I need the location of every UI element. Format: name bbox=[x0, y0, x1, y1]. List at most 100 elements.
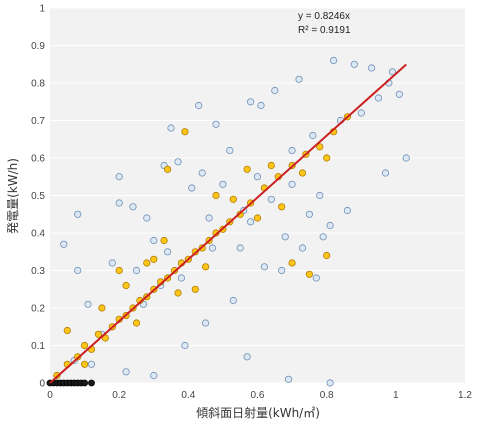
data-point-blue bbox=[395, 90, 403, 98]
data-point-yellow bbox=[63, 326, 71, 335]
data-point-blue bbox=[87, 360, 96, 368]
data-point-yellow bbox=[243, 165, 251, 173]
data-point-blue bbox=[188, 184, 196, 192]
data-point-blue bbox=[271, 86, 279, 95]
data-point-blue bbox=[305, 210, 313, 218]
data-point-yellow bbox=[323, 154, 331, 162]
data-point-yellow bbox=[115, 266, 123, 275]
data-point-blue bbox=[312, 274, 320, 282]
data-point-blue bbox=[129, 203, 137, 211]
data-point-yellow bbox=[253, 214, 262, 222]
data-point-blue bbox=[374, 94, 383, 102]
data-point-blue bbox=[150, 371, 158, 380]
data-point-yellow bbox=[98, 304, 106, 312]
data-point-blue bbox=[236, 244, 244, 252]
data-point-yellow bbox=[150, 255, 158, 263]
data-point-yellow bbox=[298, 169, 307, 177]
data-point-blue bbox=[208, 244, 217, 252]
data-point-black bbox=[81, 379, 88, 387]
x-tick-labels: 0 0.2 0.4 0.6 0.8 1 1.2 bbox=[47, 390, 472, 401]
data-point-blue bbox=[267, 195, 275, 203]
data-point-blue bbox=[319, 233, 327, 241]
data-point-blue bbox=[229, 296, 237, 305]
data-point-yellow bbox=[316, 143, 324, 151]
data-point-blue bbox=[164, 248, 172, 256]
data-point-blue bbox=[281, 233, 289, 241]
data-point-blue bbox=[402, 154, 410, 162]
y-tick-labels: 0 0.1 0.2 0.3 0.4 0.5 0.6 0.7 0.8 0.9 1 bbox=[31, 4, 45, 390]
data-point-yellow bbox=[305, 270, 313, 278]
data-point-blue bbox=[174, 158, 182, 166]
data-point-blue bbox=[284, 375, 293, 383]
data-point-blue bbox=[316, 191, 324, 200]
data-point-blue bbox=[60, 240, 68, 248]
data-point-yellow bbox=[288, 259, 296, 267]
x-tick-label: 0.4 bbox=[181, 390, 195, 401]
data-point-yellow bbox=[202, 263, 210, 271]
data-point-blue bbox=[260, 263, 268, 271]
y-tick-label: 0.3 bbox=[31, 266, 45, 277]
y-axis-label: 発電量(kW/h) bbox=[6, 158, 20, 234]
y-tick-label: 0.4 bbox=[31, 229, 45, 240]
data-point-blue bbox=[326, 221, 334, 230]
data-point-yellow bbox=[323, 251, 331, 260]
x-tick-label: 0 bbox=[47, 390, 53, 401]
x-tick-label: 1.2 bbox=[458, 390, 472, 401]
data-point-blue bbox=[198, 169, 206, 177]
data-point-blue bbox=[350, 60, 358, 68]
data-point-blue bbox=[388, 68, 396, 76]
x-tick-label: 1 bbox=[393, 390, 399, 401]
data-point-blue bbox=[298, 244, 307, 252]
data-point-blue bbox=[367, 64, 376, 72]
y-tick-label: 0.5 bbox=[31, 191, 45, 202]
data-point-blue bbox=[226, 146, 234, 155]
data-point-blue bbox=[257, 101, 265, 110]
data-point-blue bbox=[253, 173, 262, 181]
data-point-yellow bbox=[132, 319, 141, 327]
data-point-blue bbox=[74, 210, 82, 218]
data-point-blue bbox=[247, 98, 255, 106]
data-point-blue bbox=[219, 180, 227, 188]
data-point-blue bbox=[181, 341, 189, 350]
data-point-black bbox=[88, 379, 95, 387]
data-point-blue bbox=[278, 266, 286, 275]
data-point-yellow bbox=[278, 203, 286, 211]
x-tick-label: 0.2 bbox=[112, 390, 126, 401]
data-point-yellow bbox=[122, 281, 130, 290]
data-point-blue bbox=[326, 379, 334, 387]
x-tick-label: 0.6 bbox=[251, 390, 265, 401]
y-tick-label: 0.6 bbox=[31, 154, 45, 165]
data-point-blue bbox=[381, 169, 390, 177]
data-point-yellow bbox=[174, 289, 182, 297]
data-point-blue bbox=[288, 146, 296, 155]
data-point-blue bbox=[115, 199, 123, 207]
trendline-equation: y = 0.8246x bbox=[298, 11, 350, 22]
data-point-blue bbox=[309, 131, 317, 140]
data-point-blue bbox=[84, 300, 92, 308]
data-point-blue bbox=[195, 101, 203, 110]
data-point-yellow bbox=[212, 191, 220, 200]
data-point-blue bbox=[243, 353, 251, 361]
y-tick-label: 0.7 bbox=[31, 116, 45, 127]
data-point-blue bbox=[343, 206, 351, 215]
data-point-yellow bbox=[160, 236, 168, 245]
data-point-yellow bbox=[94, 330, 103, 338]
x-tick-label: 0.8 bbox=[320, 390, 334, 401]
data-point-blue bbox=[202, 319, 210, 327]
y-tick-label: 0 bbox=[39, 379, 45, 390]
data-point-yellow bbox=[143, 259, 151, 267]
data-point-blue bbox=[329, 56, 338, 65]
data-point-blue bbox=[150, 236, 158, 245]
data-point-blue bbox=[74, 266, 82, 275]
data-point-blue bbox=[212, 120, 220, 128]
data-point-yellow bbox=[81, 360, 89, 368]
data-point-yellow bbox=[229, 195, 237, 203]
data-point-blue bbox=[357, 109, 365, 117]
data-point-blue bbox=[122, 368, 130, 376]
y-tick-label: 0.1 bbox=[31, 341, 45, 352]
data-point-blue bbox=[132, 266, 141, 275]
data-point-yellow bbox=[191, 285, 199, 293]
data-point-blue bbox=[288, 180, 296, 188]
trendline bbox=[49, 63, 407, 384]
